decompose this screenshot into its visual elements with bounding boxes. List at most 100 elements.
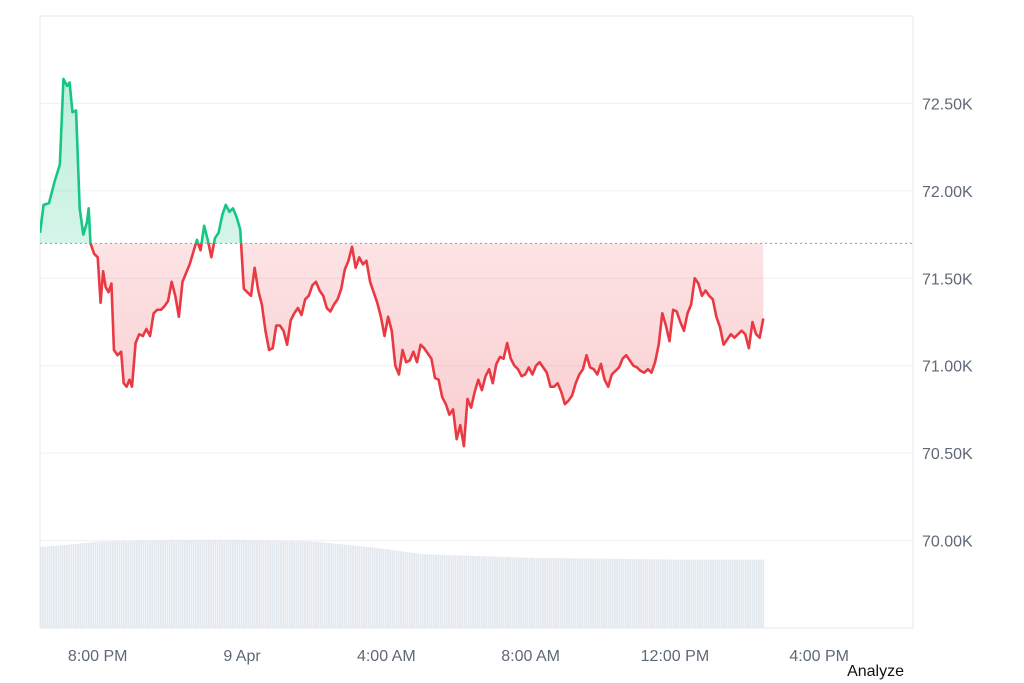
y-axis: 70.00K 70.50K 71.00K 71.50K 72.00K 72.50K	[922, 96, 973, 550]
volume-bar	[214, 539, 217, 628]
volume-bar	[286, 540, 289, 628]
volume-bar	[341, 544, 343, 628]
price-line-below	[89, 243, 765, 448]
y-tick-label: 72.00K	[922, 184, 973, 201]
volume-bar	[157, 540, 160, 628]
volume-bar	[301, 541, 304, 628]
volume-bar	[136, 540, 138, 628]
volume-bar	[232, 539, 234, 628]
volume-bar	[699, 559, 701, 628]
volume-bar	[507, 557, 509, 628]
volume-bar	[223, 539, 226, 628]
volume-bar	[459, 555, 461, 628]
volume-bar	[670, 559, 673, 628]
volume-bar	[210, 539, 212, 628]
volume-bar	[456, 555, 459, 628]
x-tick-label: 8:00 PM	[68, 648, 128, 665]
volume-bar	[683, 559, 686, 628]
volume-bar	[347, 544, 350, 628]
volume-bar	[448, 555, 450, 628]
volume-bar	[513, 557, 516, 628]
volume-bar	[581, 558, 584, 628]
volume-bar	[280, 540, 282, 628]
volume-bar	[216, 539, 219, 628]
volume-bar	[380, 548, 383, 628]
volume-bar	[716, 559, 719, 628]
volume-bar	[304, 541, 306, 628]
volume-bar	[229, 539, 232, 628]
volume-bar	[483, 556, 485, 628]
x-axis: 8:00 PM 9 Apr 4:00 AM 8:00 AM 12:00 PM 4:00 P…	[68, 648, 849, 665]
volume-bar	[736, 559, 738, 628]
volume-bar	[125, 540, 127, 628]
volume-bar	[336, 543, 339, 628]
volume-bar	[98, 541, 101, 628]
analyze-link[interactable]: Analyze	[847, 663, 904, 680]
volume-bar	[485, 556, 487, 628]
volume-bar	[245, 539, 247, 628]
volume-bar	[478, 556, 481, 628]
volume-bar	[197, 539, 199, 628]
volume-bar	[609, 558, 612, 628]
volume-bar	[603, 558, 605, 628]
volume-bar	[747, 559, 749, 628]
volume-bar	[720, 559, 723, 628]
volume-bar	[186, 539, 188, 628]
volume-bar	[548, 558, 551, 628]
volume-bar	[378, 548, 381, 628]
volume-bar	[68, 544, 71, 628]
volume-bar	[537, 557, 540, 628]
volume-bar	[445, 554, 448, 628]
volume-bar	[395, 550, 398, 628]
volume-bar	[112, 541, 114, 628]
volume-bar	[467, 555, 470, 628]
volume-bar	[526, 557, 529, 628]
volume-bar	[572, 558, 575, 628]
volume-bar	[297, 541, 300, 628]
volume-bar	[677, 559, 680, 628]
volume-bar	[415, 553, 418, 628]
volume-bar	[694, 559, 697, 628]
volume-bar	[424, 554, 426, 628]
volume-bar	[413, 552, 415, 628]
volume-bar	[166, 539, 169, 628]
volume-bar	[397, 550, 400, 628]
volume-bar	[240, 539, 243, 628]
volume-bar	[179, 539, 182, 628]
volume-bar	[225, 539, 228, 628]
volume-bar	[293, 541, 295, 628]
volume-bar	[319, 542, 322, 628]
volume-bar	[443, 554, 446, 628]
volume-bar	[177, 539, 180, 628]
volume-bar	[103, 541, 106, 628]
volume-bar	[690, 559, 693, 628]
volume-bar	[142, 540, 145, 628]
volume-bar	[408, 552, 411, 628]
volume-bar	[710, 559, 712, 628]
volume-bar	[164, 539, 167, 628]
volume-bar	[55, 545, 58, 628]
volume-bar	[120, 541, 123, 628]
volume-bar	[419, 553, 422, 628]
volume-bars	[40, 539, 765, 628]
volume-bar	[432, 554, 435, 628]
volume-bar	[109, 541, 112, 628]
volume-bar	[308, 541, 311, 628]
volume-bar	[373, 547, 376, 628]
volume-bar	[585, 558, 588, 628]
volume-bar	[61, 545, 64, 628]
volume-bar	[620, 558, 623, 628]
volume-bar	[657, 559, 660, 628]
volume-bar	[146, 540, 149, 628]
volume-bar	[290, 541, 293, 628]
volume-bar	[391, 550, 394, 628]
volume-bar	[393, 550, 396, 628]
volume-bar	[653, 559, 656, 628]
volume-bar	[428, 554, 431, 628]
volume-bar	[205, 539, 208, 628]
volume-bar	[723, 559, 725, 628]
volume-bar	[668, 559, 671, 628]
volume-bar	[576, 558, 579, 628]
volume-bar	[277, 540, 280, 628]
volume-bar	[367, 546, 370, 628]
